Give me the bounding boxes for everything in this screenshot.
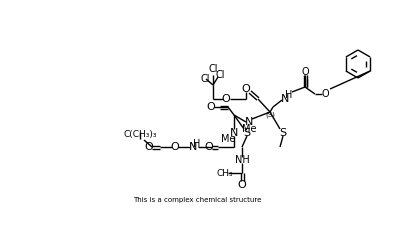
Text: O: O xyxy=(301,67,309,77)
Text: N: N xyxy=(230,128,238,138)
Text: S: S xyxy=(243,128,250,138)
Text: NH: NH xyxy=(235,155,249,165)
Text: Me: Me xyxy=(221,134,235,144)
Text: C(CH₃)₃: C(CH₃)₃ xyxy=(123,130,157,140)
Text: CH₃: CH₃ xyxy=(217,168,233,178)
Text: This is a complex chemical structure: This is a complex chemical structure xyxy=(133,197,261,203)
Text: O: O xyxy=(207,102,215,112)
Text: H: H xyxy=(285,90,293,100)
Text: N: N xyxy=(245,117,253,127)
Text: O: O xyxy=(205,142,213,152)
Text: O: O xyxy=(171,142,179,152)
Text: S: S xyxy=(279,128,286,138)
Text: Me: Me xyxy=(242,124,256,134)
Text: O: O xyxy=(145,142,153,152)
Text: Cl: Cl xyxy=(208,64,218,74)
Text: O: O xyxy=(222,94,230,104)
Text: N: N xyxy=(281,94,289,104)
Text: H: H xyxy=(193,139,201,149)
Text: N: N xyxy=(189,142,197,152)
Text: (S): (S) xyxy=(265,112,275,118)
Text: Cl: Cl xyxy=(200,74,210,84)
Text: O: O xyxy=(321,89,329,99)
Text: Cl: Cl xyxy=(215,70,225,80)
Text: O: O xyxy=(242,84,250,94)
Text: O: O xyxy=(238,180,246,190)
